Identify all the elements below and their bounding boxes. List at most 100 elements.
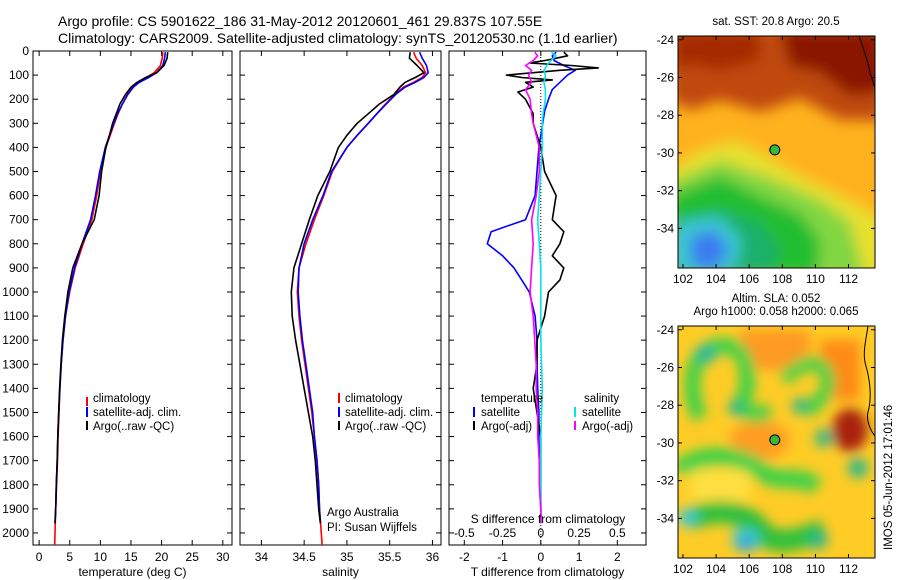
sla-map: Altim. SLA: 0.052 Argo h1000: 0.058 h200…	[657, 293, 876, 576]
x-tick-label: 20	[155, 550, 169, 564]
map-x-tick-label: 102	[673, 562, 693, 576]
x-tick-label: 2	[614, 550, 621, 564]
series-line-temperature-argo-adj-	[505, 51, 600, 524]
sla-field	[678, 326, 875, 558]
x-tick-label: 1	[576, 550, 583, 564]
sla-map-title: Altim. SLA: 0.052	[732, 293, 821, 305]
coastline	[863, 325, 876, 437]
map-y-tick-label: -28	[657, 108, 675, 122]
x-axis-label: T difference from climatology	[471, 565, 625, 579]
x-tick-label: 35.5	[378, 550, 402, 564]
x-tick-label: 34	[255, 550, 269, 564]
legend-label-satellite: satellite-adj. clim.	[345, 407, 433, 419]
legend-label-t-satellite: satellite	[481, 407, 520, 419]
x-tick-label: 5	[66, 550, 73, 564]
map-x-tick-label: 108	[772, 562, 792, 576]
y-tick-label: 600	[9, 189, 29, 203]
x-tick-label: 35	[340, 550, 354, 564]
x-tick-label: -1	[497, 550, 508, 564]
map-x-tick-label: 112	[839, 272, 858, 286]
legend-label-climatology: climatology	[93, 393, 151, 405]
map-y-tick-label: -24	[657, 323, 675, 337]
plot-frame	[32, 50, 233, 546]
y-tick-label: 1000	[2, 285, 29, 299]
map-x-tick-label: 110	[806, 562, 825, 576]
map-x-tick-label: 108	[772, 272, 792, 286]
y-tick-label: 1800	[2, 478, 29, 492]
temperature-panel: 0100200300400500600700800900100011001200…	[2, 44, 233, 579]
timestamp-label: IMOS 05-Jun-2012 17:01:46	[883, 405, 895, 550]
y-tick-label: 1200	[2, 333, 29, 347]
legend-title-salinity: salinity	[584, 393, 619, 405]
x-tick-label: 25	[186, 550, 200, 564]
map-y-tick-label: -28	[657, 398, 675, 412]
y-tick-label: 500	[9, 164, 29, 178]
x-tick-label: 0	[537, 550, 544, 564]
y-tick-label: 200	[9, 92, 29, 106]
y-tick-label: 1500	[2, 405, 29, 419]
x-axis-label: salinity	[322, 565, 359, 579]
s-difference-label: S difference from climatology	[471, 512, 626, 526]
y-tick-label: 1100	[3, 309, 29, 323]
y-tick-label: 300	[9, 116, 29, 130]
x-tick-label: 15	[124, 550, 138, 564]
y-tick-label: 400	[9, 140, 29, 154]
legend-title-temperature: temperature	[481, 393, 543, 405]
salinity-panel: 34 34.5 35 35.5 36 salinity	[239, 50, 442, 579]
map-x-tick-label: 106	[739, 272, 759, 286]
legend-label-satellite: satellite-adj. clim.	[93, 407, 181, 419]
map-y-tick-label: -32	[657, 474, 675, 488]
sst-map: sat. SST: 20.8 Argo: 20.5 102 104 106 108 11…	[657, 16, 876, 286]
map-x-tick-label: 102	[673, 272, 693, 286]
y-tick-label: 1600	[2, 430, 29, 444]
y-tick-label: 0	[22, 44, 29, 58]
header-line-2: Climatology: CARS2009. Satellite-adjuste…	[58, 30, 618, 46]
y-tick-label: 1900	[2, 502, 29, 516]
plot-frame	[239, 50, 442, 546]
plot-frame	[448, 50, 647, 546]
series-line-satellite-adj-clim-	[297, 51, 430, 524]
series-line-climatology	[53, 52, 164, 546]
y-tick-label: 900	[9, 261, 29, 275]
map-y-tick-label: -26	[657, 70, 675, 84]
x-tick-label: 34.5	[292, 550, 316, 564]
legend-label-climatology: climatology	[345, 393, 403, 405]
argo-position-marker	[769, 434, 781, 446]
argo-position-marker	[769, 144, 781, 156]
map-y-tick-label: -34	[657, 511, 675, 525]
y-tick-label: 100	[9, 68, 29, 82]
s-tick-label: 0.5	[609, 526, 626, 540]
map-y-tick-label: -30	[657, 146, 675, 160]
map-x-tick-label: 106	[739, 562, 759, 576]
map-y-tick-label: -26	[657, 360, 675, 374]
map-y-tick-label: -24	[657, 33, 675, 47]
map-y-tick-label: -32	[657, 184, 675, 198]
s-tick-label: 0	[537, 526, 544, 540]
s-tick-label: -0.25	[489, 526, 517, 540]
series-line-argo-raw-qc-	[290, 52, 425, 524]
map-y-tick-label: -34	[657, 221, 675, 235]
institution-label: Argo Australia	[327, 507, 399, 519]
map-x-tick-label: 104	[706, 272, 726, 286]
legend-label-argo: Argo(..raw -QC)	[345, 421, 426, 433]
x-tick-label: 36	[426, 550, 440, 564]
series-line-temperature-satellite	[486, 51, 577, 524]
x-tick-label: 10	[94, 550, 108, 564]
sst-map-title: sat. SST: 20.8 Argo: 20.5	[712, 16, 839, 28]
y-tick-label: 700	[9, 213, 29, 227]
pi-label: PI: Susan Wijffels	[327, 522, 417, 534]
map-x-tick-label: 112	[839, 562, 858, 576]
legend-label-s-argo: Argo(-adj)	[582, 421, 633, 433]
y-tick-label: 1300	[2, 357, 29, 371]
coastline	[858, 35, 876, 91]
x-tick-label: 0	[36, 550, 43, 564]
legend-label-s-satellite: satellite	[582, 407, 621, 419]
y-tick-label: 800	[9, 237, 29, 251]
sla-map-subtitle: Argo h1000: 0.058 h2000: 0.065	[694, 306, 859, 318]
y-tick-label: 1700	[2, 454, 29, 468]
x-tick-label: 30	[216, 550, 230, 564]
map-x-tick-label: 110	[806, 272, 825, 286]
s-tick-label: -0.5	[454, 526, 475, 540]
difference-legend: temperature salinity satellite Argo(-adj…	[473, 393, 633, 433]
